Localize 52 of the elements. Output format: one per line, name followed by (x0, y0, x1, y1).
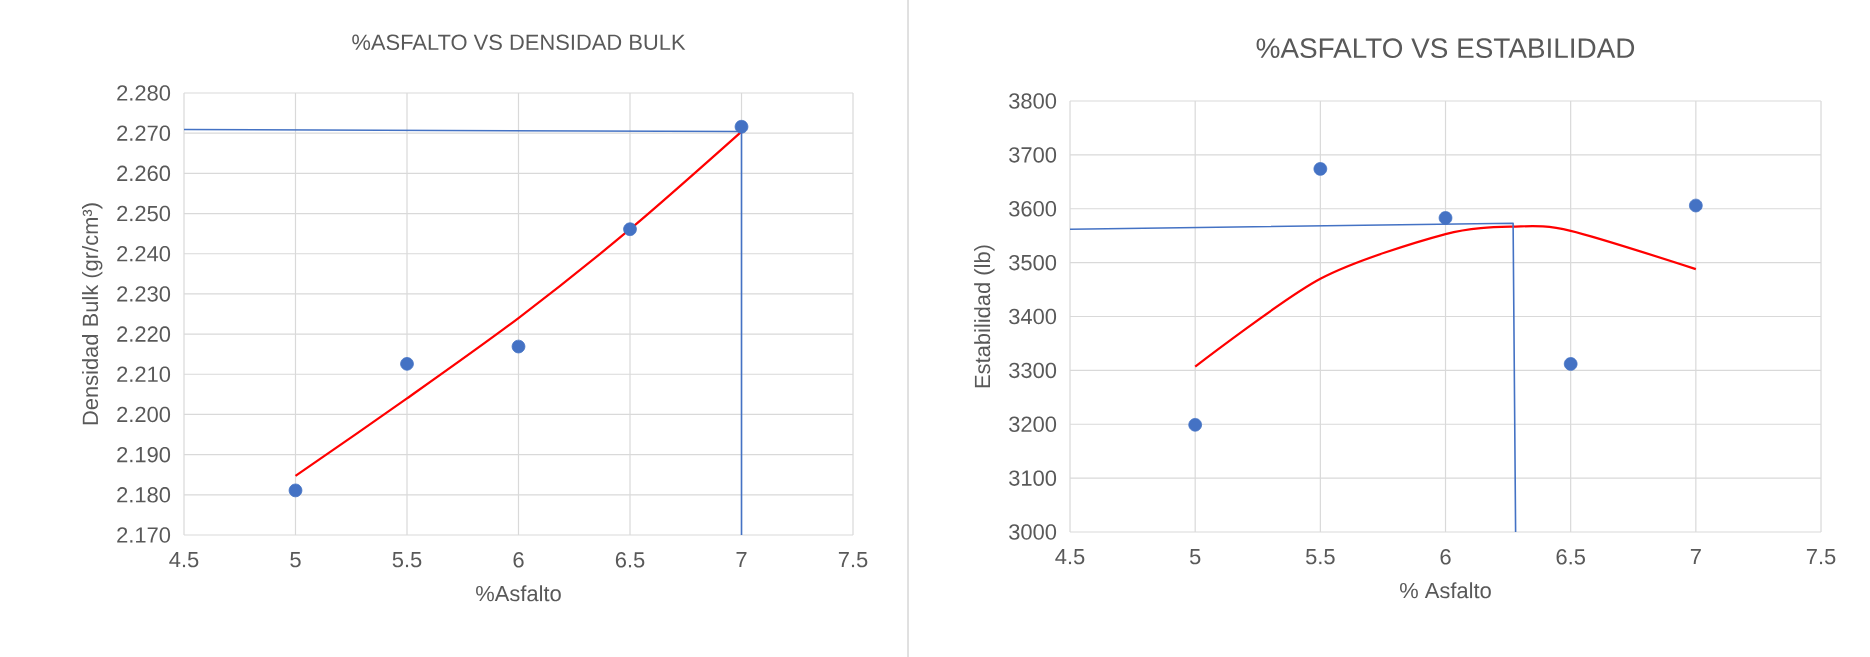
y-tick-label: 3600 (1009, 201, 1057, 217)
y-tick-label: 3400 (1009, 308, 1057, 325)
point (1188, 417, 1202, 432)
y-tick-label: 2.210 (117, 366, 171, 383)
point (400, 357, 414, 371)
y-tick-label: 2.240 (117, 245, 171, 262)
chart-title: %ASFALTO VS ESTABILIDAD (1256, 38, 1635, 59)
x-tick-label: 6 (513, 552, 524, 568)
point (288, 483, 303, 498)
point (734, 119, 749, 134)
y-axis-title: Estabilidad (lb) (974, 245, 995, 388)
y-tick-label: 3200 (1009, 416, 1057, 433)
y-tick-label: 3500 (1009, 254, 1057, 271)
x-tick-label: 6 (1440, 549, 1451, 565)
x-tick-label: 4.5 (1055, 549, 1085, 565)
y-tick-label: 2.280 (117, 85, 171, 101)
chart-title: %ASFALTO VS DENSIDAD BULK (352, 34, 686, 50)
y-tick-label: 3000 (1009, 524, 1057, 540)
y-tick-label: 3100 (1009, 470, 1057, 486)
x-tick-label: 5.5 (1305, 549, 1335, 565)
y-tick-label: 2.270 (117, 125, 171, 141)
point (1689, 198, 1703, 213)
y-tick-label: 2.200 (117, 406, 171, 423)
x-tick-label: 5.5 (392, 552, 422, 568)
y-tick-label: 2.230 (117, 286, 171, 302)
y-tick-label: 2.220 (117, 326, 171, 342)
y-tick-label: 2.250 (117, 205, 171, 222)
x-axis-title: %Asfalto (476, 585, 561, 602)
y-tick-label: 3300 (1009, 362, 1057, 379)
x-tick-label: 5 (1189, 549, 1201, 565)
x-tick-label: 7 (1690, 549, 1701, 565)
y-tick-label: 2.180 (117, 487, 171, 503)
x-tick-label: 7 (736, 552, 747, 568)
y-tick-label: 2.170 (117, 527, 171, 543)
x-tick-label: 6.5 (1556, 549, 1585, 565)
point (623, 222, 637, 237)
point (1313, 162, 1328, 176)
x-axis-title: % Asfalto (1400, 582, 1491, 599)
point (1563, 357, 1578, 371)
x-tick-label: 5 (290, 552, 301, 568)
x-tick-label: 7.5 (838, 552, 868, 568)
point (511, 339, 526, 354)
y-tick-label: 2.260 (117, 165, 171, 182)
y-tick-label: 3800 (1009, 93, 1057, 109)
x-tick-label: 6.5 (615, 552, 645, 568)
x-tick-label: 4.5 (169, 552, 199, 568)
point (1438, 211, 1453, 225)
y-tick-label: 2.190 (117, 446, 171, 463)
y-tick-label: 3700 (1009, 147, 1057, 163)
y-axis-title: Densidad Bulk (gr/cm³) (82, 203, 103, 425)
x-tick-label: 7.5 (1806, 549, 1836, 565)
line-series (1194, 225, 1697, 368)
